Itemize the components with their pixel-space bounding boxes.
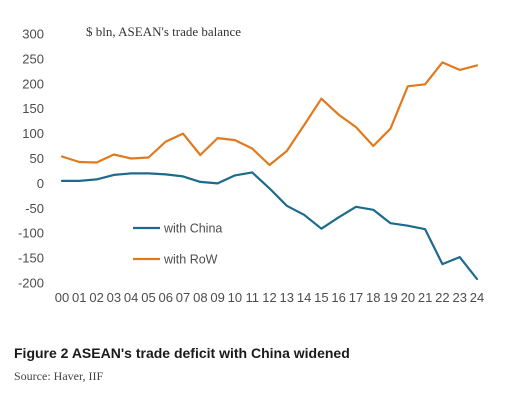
x-tick-label: 11: [245, 290, 259, 305]
x-axis-ticks: 00 01 02 03 04 05 06 07 08 09 10 11 12 13 14 15 16 17 18 19…: [55, 290, 484, 305]
x-tick-label: 03: [107, 290, 121, 305]
y-tick-label: -100: [18, 226, 44, 241]
x-tick-label: 19: [383, 290, 397, 305]
series-line-0: [60, 171, 479, 281]
y-tick-label: 100: [22, 126, 44, 141]
series-lines: [60, 61, 479, 281]
y-tick-label: -50: [25, 201, 44, 216]
x-tick-label: 16: [331, 290, 345, 305]
y-tick-label: 300: [22, 27, 44, 42]
x-tick-label: 14: [297, 290, 311, 305]
legend-label: with China: [163, 222, 222, 236]
x-tick-label: 08: [193, 290, 207, 305]
figure-title: Figure 2 ASEAN's trade deficit with Chin…: [14, 345, 350, 361]
y-axis-ticks: 300 250 200 150 100 50 0 -50 -100 -150 -200: [18, 27, 44, 291]
y-tick-label: 200: [22, 76, 44, 91]
x-tick-label: 04: [124, 290, 138, 305]
x-tick-label: 00: [55, 290, 69, 305]
y-axis-label: $ bln, ASEAN's trade balance: [86, 24, 241, 39]
y-tick-label: 50: [30, 151, 44, 166]
x-tick-label: 22: [435, 290, 449, 305]
x-tick-label: 12: [262, 290, 276, 305]
series-line-1: [60, 61, 479, 167]
x-tick-label: 10: [228, 290, 242, 305]
x-tick-label: 23: [452, 290, 466, 305]
x-tick-label: 24: [470, 290, 484, 305]
y-tick-label: 250: [22, 51, 44, 66]
x-tick-label: 09: [210, 290, 224, 305]
x-tick-label: 01: [72, 290, 86, 305]
legend: with China with RoW: [133, 222, 222, 267]
x-tick-label: 21: [418, 290, 432, 305]
x-tick-label: 06: [159, 290, 173, 305]
y-tick-label: -150: [18, 251, 44, 266]
x-tick-label: 02: [89, 290, 103, 305]
legend-label: with RoW: [163, 253, 218, 267]
x-tick-label: 15: [314, 290, 328, 305]
y-tick-label: -200: [18, 276, 44, 291]
line-chart: $ bln, ASEAN's trade balance 30025020015…: [18, 24, 484, 305]
x-tick-label: 05: [141, 290, 155, 305]
y-tick-label: 0: [37, 176, 44, 191]
y-tick-label: 150: [22, 101, 44, 116]
figure-source: Source: Haver, IIF: [14, 369, 104, 383]
x-tick-label: 20: [401, 290, 415, 305]
x-tick-label: 07: [176, 290, 190, 305]
x-tick-label: 18: [366, 290, 380, 305]
x-tick-label: 13: [280, 290, 294, 305]
x-tick-label: 17: [349, 290, 363, 305]
